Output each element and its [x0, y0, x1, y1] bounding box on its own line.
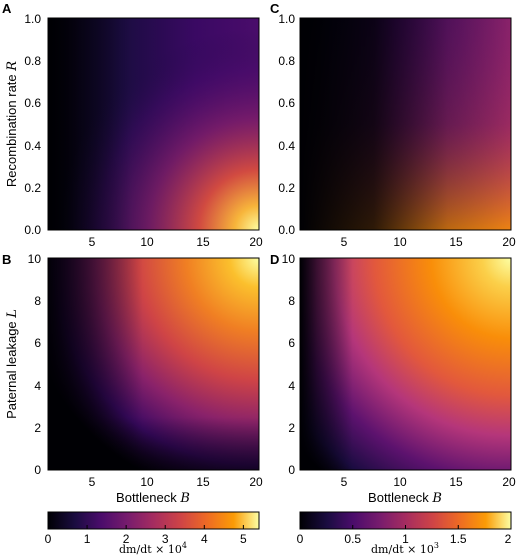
panel-c-yticks: 0.0 0.2 0.4 0.6 0.8 1.0 — [278, 12, 295, 237]
panel-d-xlabel: Bottleneck B — [368, 490, 442, 506]
panel-c-ytick: 1.0 — [278, 12, 295, 26]
panel-b-ytick: 0 — [34, 463, 41, 477]
colorbar-right-tick-label: 0 — [297, 532, 304, 546]
panel-c-ytick: 0.4 — [278, 139, 295, 153]
panel-b-xtick: 20 — [249, 475, 263, 489]
panel-a-yticks: 0.0 0.2 0.4 0.6 0.8 1.0 — [24, 12, 41, 237]
panel-b-ytick: 6 — [34, 336, 41, 350]
colorbar-left-tick-label: 3 — [162, 532, 169, 546]
panel-a-ylabel: Recombination rate R — [4, 61, 20, 187]
panel-a: A 0.0 0.2 0.4 0.6 0.8 1.0 5 10 15 20 Rec… — [2, 1, 263, 249]
panel-a-ytick: 0.8 — [24, 54, 41, 68]
panel-b-xtick: 15 — [196, 475, 210, 489]
panel-c-xtick: 20 — [502, 235, 516, 249]
colorbar-right-tick-label: 0.5 — [344, 532, 361, 546]
panel-b-xlabel: Bottleneck B — [116, 490, 190, 506]
panel-d-letter: D — [270, 252, 279, 267]
panel-c-frame — [299, 17, 512, 231]
panel-a-ytick: 0.4 — [24, 139, 41, 153]
panel-d-xtick: 20 — [502, 475, 516, 489]
panel-b: B 0 2 4 6 8 10 5 10 15 20 Bottleneck B P… — [2, 252, 263, 506]
panel-a-frame — [47, 17, 260, 231]
panel-a-ytick: 0.2 — [24, 181, 41, 195]
panel-a-xtick: 5 — [89, 235, 96, 249]
panel-d-ytick: 4 — [288, 379, 295, 393]
panel-d-xtick: 5 — [341, 475, 348, 489]
panel-c-ytick: 0.0 — [278, 223, 295, 237]
panel-b-ytick: 10 — [28, 252, 42, 266]
panel-a-ytick: 0.0 — [24, 223, 41, 237]
panel-c-ytick: 0.2 — [278, 181, 295, 195]
panel-b-letter: B — [2, 252, 11, 267]
panel-c-ytick: 0.8 — [278, 54, 295, 68]
panel-a-ytick: 1.0 — [24, 12, 41, 26]
colorbar-right-tick-label: 1 — [402, 532, 409, 546]
panel-d-left-shade — [300, 258, 511, 470]
colorbar-left-tick-label: 5 — [240, 532, 247, 546]
panel-b-xtick: 10 — [140, 475, 154, 489]
colorbar-left-label: dm/dt × 104 — [119, 541, 187, 556]
panel-b-ylabel: Paternal leakage L — [4, 309, 20, 419]
panel-a-xtick: 15 — [196, 235, 210, 249]
colorbar-right-tick-label: 1.5 — [450, 532, 467, 546]
panel-c-letter: C — [270, 1, 280, 16]
panel-c-xtick: 15 — [449, 235, 463, 249]
panel-d-xtick: 15 — [449, 475, 463, 489]
colorbar-left: 0 1 2 3 4 5 dm/dt × 104 — [45, 511, 260, 556]
panel-c-xticks: 5 10 15 20 — [341, 235, 516, 249]
panel-d-ytick: 10 — [282, 252, 296, 266]
panel-d-xticks: 5 10 15 20 — [341, 475, 516, 489]
panel-d-yticks: 0 2 4 6 8 10 — [282, 252, 296, 477]
panel-b-xtick: 5 — [89, 475, 96, 489]
colorbar-left-gradient — [47, 511, 260, 530]
colorbar-left-tick-label: 2 — [123, 532, 130, 546]
panel-b-xticks: 5 10 15 20 — [89, 475, 263, 489]
panel-d-ytick: 8 — [288, 294, 295, 308]
panel-a-xtick: 10 — [140, 235, 154, 249]
panel-d-frame — [299, 257, 512, 471]
panel-b-ytick: 8 — [34, 294, 41, 308]
colorbar-left-tick-label: 1 — [84, 532, 91, 546]
panel-d: D 0 2 4 6 8 10 5 10 15 20 Bottleneck B — [270, 252, 516, 506]
colorbar-right: 0 0.5 1 1.5 2 dm/dt × 103 — [297, 511, 512, 556]
panel-b-bottom-shade — [48, 258, 259, 470]
panel-a-letter: A — [2, 1, 12, 16]
panel-a-xticks: 5 10 15 20 — [89, 235, 263, 249]
colorbar-left-tick-label: 4 — [201, 532, 208, 546]
panel-b-ytick: 2 — [34, 421, 41, 435]
panel-c-xtick: 5 — [341, 235, 348, 249]
panel-d-ytick: 2 — [288, 421, 295, 435]
panel-c: C 0.0 0.2 0.4 0.6 0.8 1.0 5 10 15 20 — [270, 1, 516, 249]
panel-a-left-shade — [48, 18, 259, 230]
panel-b-ytick: 4 — [34, 379, 41, 393]
panel-a-ytick: 0.6 — [24, 96, 41, 110]
colorbar-left-tick-label: 0 — [45, 532, 52, 546]
panel-d-xtick: 10 — [393, 475, 407, 489]
panel-c-ytick: 0.6 — [278, 96, 295, 110]
panel-c-xtick: 10 — [393, 235, 407, 249]
colorbar-right-tick-label: 2 — [505, 532, 512, 546]
panel-d-ytick: 0 — [288, 463, 295, 477]
panel-c-left-shade — [300, 18, 511, 230]
colorbar-right-label: dm/dt × 103 — [371, 541, 439, 556]
panel-b-yticks: 0 2 4 6 8 10 — [28, 252, 42, 477]
colorbar-right-ticks: 0 0.5 1 1.5 2 — [297, 525, 512, 546]
panel-b-frame — [47, 257, 260, 471]
colorbar-left-ticks: 0 1 2 3 4 5 — [45, 525, 247, 546]
panel-d-ytick: 6 — [288, 336, 295, 350]
panel-a-xtick: 20 — [249, 235, 263, 249]
